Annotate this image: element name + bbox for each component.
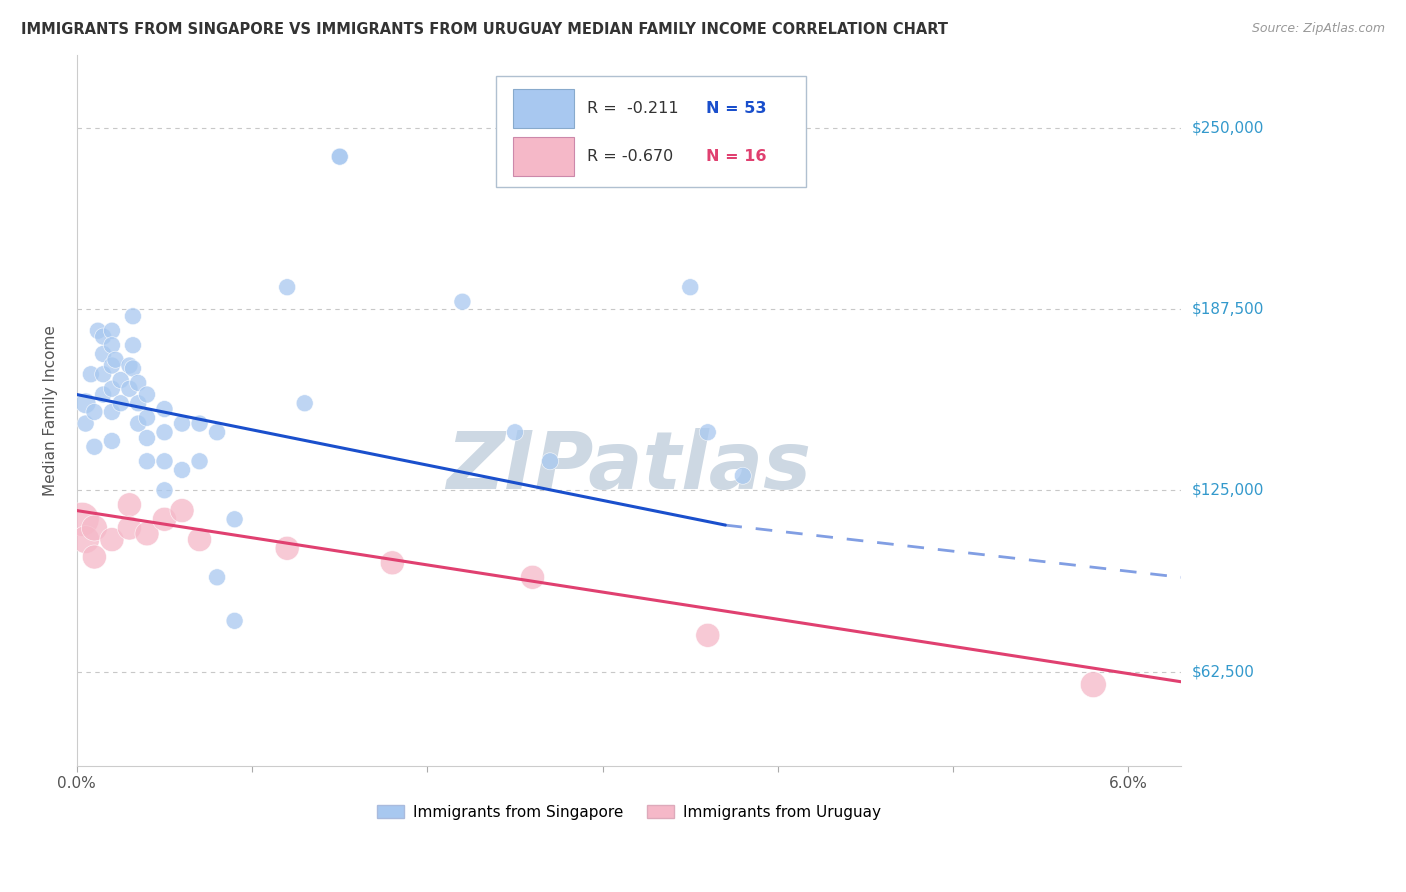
Text: $125,000: $125,000 bbox=[1192, 483, 1264, 498]
Text: R =  -0.211: R = -0.211 bbox=[586, 102, 679, 116]
Point bbox=[101, 359, 124, 373]
Point bbox=[205, 570, 228, 584]
Point bbox=[381, 556, 404, 570]
Point bbox=[696, 425, 718, 440]
Point bbox=[188, 454, 211, 468]
Point bbox=[101, 338, 124, 352]
FancyBboxPatch shape bbox=[513, 136, 574, 176]
Point bbox=[224, 512, 246, 526]
Text: $62,500: $62,500 bbox=[1192, 664, 1256, 679]
Point bbox=[91, 347, 114, 361]
Point bbox=[136, 431, 159, 445]
Point bbox=[70, 512, 93, 526]
Point bbox=[294, 396, 316, 410]
Point bbox=[127, 396, 149, 410]
Point bbox=[83, 405, 105, 419]
Point bbox=[127, 417, 149, 431]
Point bbox=[522, 570, 544, 584]
Point bbox=[170, 503, 193, 517]
Point bbox=[101, 382, 124, 396]
Text: ZIPatlas: ZIPatlas bbox=[447, 428, 811, 507]
Point bbox=[451, 294, 474, 309]
Point bbox=[101, 533, 124, 547]
Point bbox=[153, 483, 176, 498]
Text: R = -0.670: R = -0.670 bbox=[586, 149, 673, 164]
Point bbox=[188, 417, 211, 431]
Legend: Immigrants from Singapore, Immigrants from Uruguay: Immigrants from Singapore, Immigrants fr… bbox=[371, 798, 887, 826]
Point bbox=[127, 376, 149, 390]
Point bbox=[731, 468, 754, 483]
Point bbox=[75, 533, 97, 547]
FancyBboxPatch shape bbox=[496, 77, 806, 186]
Point bbox=[153, 512, 176, 526]
Point bbox=[538, 454, 561, 468]
Point bbox=[75, 417, 97, 431]
Point bbox=[83, 549, 105, 564]
Point bbox=[118, 359, 141, 373]
Point bbox=[118, 382, 141, 396]
Point bbox=[136, 387, 159, 401]
Point bbox=[205, 425, 228, 440]
Point bbox=[153, 402, 176, 417]
Point bbox=[110, 396, 132, 410]
Point bbox=[110, 373, 132, 387]
Point bbox=[136, 454, 159, 468]
Point bbox=[696, 628, 718, 642]
Point bbox=[153, 425, 176, 440]
Point bbox=[153, 454, 176, 468]
Text: N = 16: N = 16 bbox=[706, 149, 766, 164]
Point bbox=[170, 417, 193, 431]
Point bbox=[101, 324, 124, 338]
Point bbox=[276, 541, 298, 556]
Point bbox=[329, 150, 352, 164]
Point bbox=[122, 310, 145, 324]
Point bbox=[122, 361, 145, 376]
Point bbox=[104, 352, 127, 367]
Point bbox=[91, 368, 114, 382]
Point bbox=[1083, 678, 1105, 692]
Point bbox=[122, 338, 145, 352]
Point bbox=[87, 324, 110, 338]
Text: N = 53: N = 53 bbox=[706, 102, 766, 116]
Point bbox=[91, 387, 114, 401]
Point bbox=[80, 368, 103, 382]
Point bbox=[224, 614, 246, 628]
Point bbox=[503, 425, 526, 440]
Point bbox=[101, 405, 124, 419]
Point bbox=[91, 329, 114, 343]
Point bbox=[679, 280, 702, 294]
Point bbox=[170, 463, 193, 477]
Point bbox=[75, 396, 97, 410]
Point bbox=[329, 150, 352, 164]
Point bbox=[101, 434, 124, 448]
Point bbox=[118, 498, 141, 512]
Point bbox=[188, 533, 211, 547]
Text: Source: ZipAtlas.com: Source: ZipAtlas.com bbox=[1251, 22, 1385, 36]
Point bbox=[136, 410, 159, 425]
Point bbox=[83, 521, 105, 535]
Point bbox=[276, 280, 298, 294]
Y-axis label: Median Family Income: Median Family Income bbox=[44, 325, 58, 496]
Text: $187,500: $187,500 bbox=[1192, 301, 1264, 317]
Point bbox=[136, 526, 159, 541]
Text: $250,000: $250,000 bbox=[1192, 120, 1264, 136]
Point bbox=[83, 440, 105, 454]
FancyBboxPatch shape bbox=[513, 89, 574, 128]
Point bbox=[118, 521, 141, 535]
Text: IMMIGRANTS FROM SINGAPORE VS IMMIGRANTS FROM URUGUAY MEDIAN FAMILY INCOME CORREL: IMMIGRANTS FROM SINGAPORE VS IMMIGRANTS … bbox=[21, 22, 948, 37]
